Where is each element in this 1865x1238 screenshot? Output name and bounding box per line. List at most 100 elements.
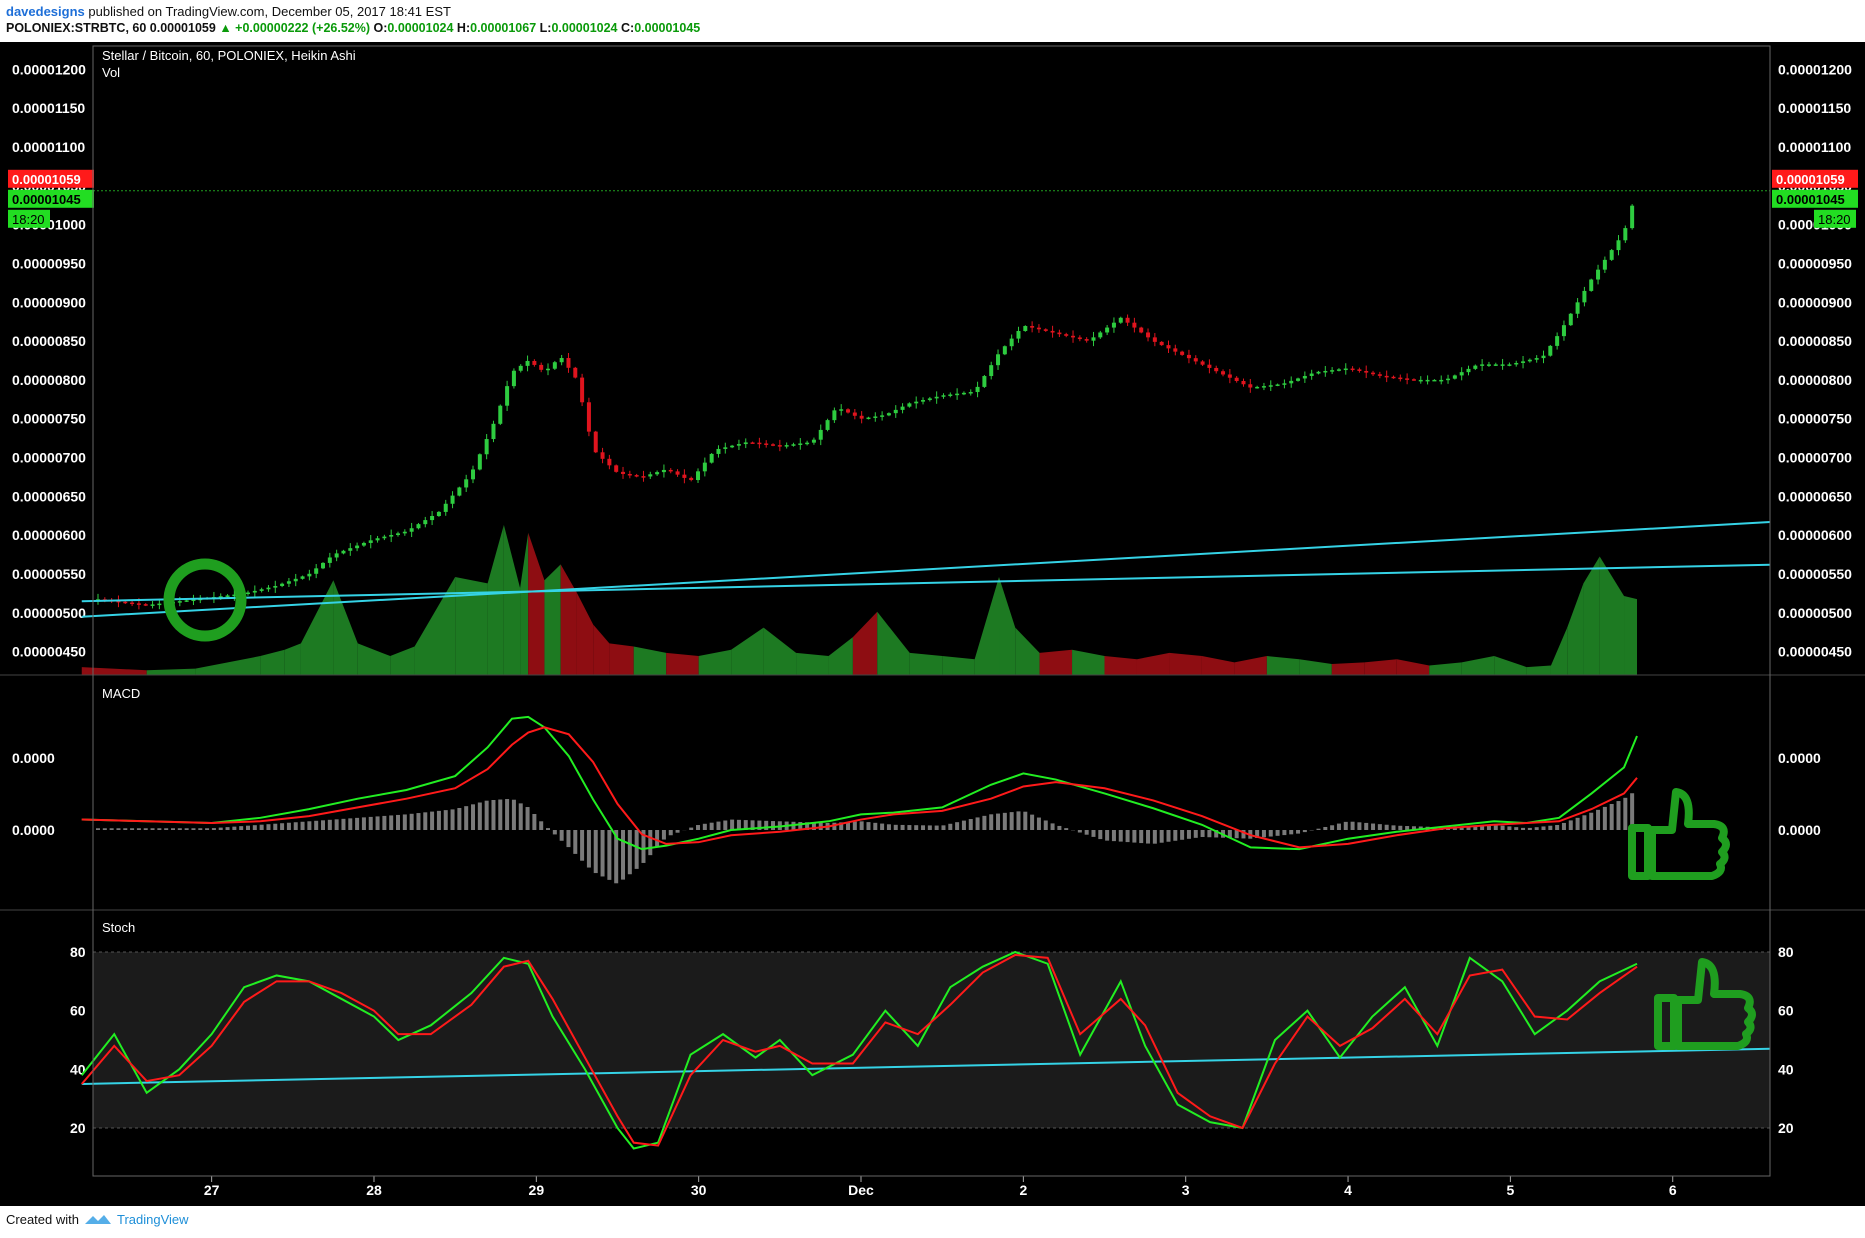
- macd-histogram-bar: [389, 815, 394, 830]
- price-tick-left: 0.00001200: [12, 61, 86, 77]
- stoch-k-line: [80, 950, 1638, 1150]
- macd-histogram-bar: [798, 822, 803, 830]
- price-tick-right: 0.00000900: [1778, 294, 1852, 310]
- macd-histogram-bar: [1384, 824, 1389, 830]
- macd-plot: 0.0000 0.0000 0.0000 0.0000: [12, 715, 1821, 884]
- candle-body: [1152, 337, 1157, 342]
- macd-histogram-bar: [511, 799, 516, 830]
- volume-segment: [1567, 583, 1584, 675]
- volume-segment: [731, 627, 764, 675]
- macd-tick-left: 0.0000: [12, 822, 55, 838]
- time-tick-label: 30: [691, 1182, 707, 1198]
- stoch-pane[interactable]: 80 80 60 60 40 40 20 20 Stoch: [70, 920, 1794, 1150]
- candle-body: [1561, 325, 1566, 337]
- candle-body: [811, 439, 816, 443]
- macd-pane-title: MACD: [102, 686, 140, 701]
- candle-body: [273, 586, 278, 588]
- macd-histogram-bar: [1398, 825, 1403, 830]
- macd-histogram-bar: [1343, 821, 1348, 830]
- candle-body: [464, 479, 469, 488]
- candle-body: [593, 431, 598, 453]
- macd-histogram-bar: [525, 807, 530, 830]
- macd-tick-right: 0.0000: [1778, 750, 1821, 766]
- candle-body: [252, 590, 257, 593]
- candle-body: [921, 400, 926, 402]
- price-tick-right: 0.00001100: [1778, 139, 1851, 155]
- volume-segment: [576, 592, 594, 675]
- macd-histogram-bar: [934, 825, 939, 830]
- candle-body: [975, 386, 980, 393]
- macd-histogram-bar: [1146, 830, 1151, 844]
- volume-segment: [390, 646, 415, 675]
- macd-histogram-bar: [1077, 830, 1082, 833]
- macd-histogram-bar: [1043, 820, 1048, 830]
- candle-body: [1255, 386, 1260, 389]
- volume-segment: [260, 649, 285, 675]
- macd-histogram-bar: [975, 817, 980, 830]
- author-link[interactable]: davedesigns: [6, 4, 85, 19]
- macd-histogram-bar: [293, 822, 298, 830]
- macd-histogram-bar: [573, 830, 578, 854]
- footer-brand[interactable]: TradingView: [116, 1212, 189, 1227]
- macd-histogram-bar: [730, 819, 735, 830]
- signal-line: [81, 726, 1638, 849]
- macd-histogram-bar: [1234, 830, 1239, 839]
- macd-histogram-bar: [600, 830, 605, 877]
- chart-canvas[interactable]: 0.00001200 0.00001200 0.00001150 0.00001150…: [0, 42, 1865, 1206]
- candle-body: [1418, 379, 1423, 382]
- macd-histogram-bar: [116, 828, 121, 830]
- candle-body: [1091, 337, 1096, 341]
- candle-body: [1343, 368, 1348, 371]
- candle-body: [866, 417, 871, 420]
- volume-segment: [81, 667, 147, 675]
- volume-segment: [1331, 662, 1365, 675]
- candle-body: [1527, 359, 1532, 362]
- macd-histogram-bar: [1630, 793, 1635, 830]
- candle-body: [280, 583, 285, 587]
- close-price-badge-right: [1772, 189, 1858, 208]
- macd-histogram-bar: [464, 806, 469, 830]
- candle-body: [1016, 330, 1021, 339]
- candle-body: [1186, 354, 1191, 359]
- macd-histogram-bar: [286, 822, 291, 830]
- candle-body: [402, 531, 407, 534]
- candle-body: [1289, 380, 1294, 384]
- candle-body: [1057, 332, 1062, 335]
- macd-histogram-bar: [873, 822, 878, 830]
- macd-histogram-bar: [1589, 812, 1594, 830]
- macd-histogram-bar: [593, 830, 598, 874]
- volume-segment: [1015, 627, 1040, 675]
- macd-histogram-bar: [852, 821, 857, 830]
- candle-body: [1425, 379, 1430, 382]
- candle-body: [423, 520, 428, 525]
- price-pane[interactable]: 0.00001200 0.00001200 0.00001150 0.00001150…: [8, 48, 1858, 675]
- macd-histogram-bar: [716, 821, 721, 830]
- macd-histogram-bar: [580, 830, 585, 861]
- published-text: published on TradingView.com, December 0…: [88, 4, 451, 19]
- candle-body: [341, 550, 346, 554]
- volume-segment: [357, 643, 391, 675]
- macd-histogram-bar: [1473, 825, 1478, 830]
- low-label: L:: [539, 21, 552, 35]
- candle-body: [1609, 250, 1614, 260]
- candle-body: [661, 469, 666, 473]
- macd-histogram-bar: [1139, 830, 1144, 844]
- macd-histogram-bar: [1166, 830, 1171, 842]
- candle-body: [389, 534, 394, 537]
- candle-body: [1596, 269, 1601, 280]
- time-axis[interactable]: 27 28 29 30 Dec 2 3 4 5 6: [204, 1176, 1677, 1198]
- candle-body: [1159, 341, 1164, 346]
- countdown-text: 18:20: [1818, 212, 1851, 227]
- macd-histogram-bar: [1514, 827, 1519, 830]
- macd-histogram-bar: [409, 813, 414, 830]
- macd-histogram-bar: [961, 820, 966, 830]
- candle-body: [1221, 371, 1226, 375]
- candle-body: [327, 557, 332, 563]
- publish-info: davedesigns published on TradingView.com…: [6, 4, 451, 19]
- macd-pane[interactable]: 0.0000 0.0000 0.0000 0.0000 MACD: [12, 686, 1821, 884]
- macd-histogram-bar: [184, 828, 189, 830]
- price-tick-left: 0.00000450: [12, 644, 86, 660]
- price-tick-left: 0.00000700: [12, 450, 86, 466]
- macd-histogram-bar: [1596, 809, 1601, 830]
- macd-histogram-bar: [1030, 814, 1035, 830]
